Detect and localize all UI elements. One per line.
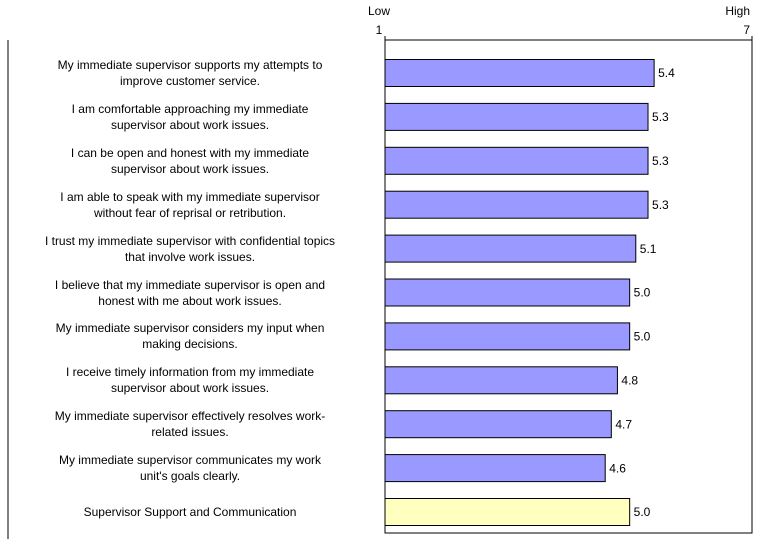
value-label: 5.3 bbox=[652, 154, 669, 168]
category-label: My immediate supervisor effectively reso… bbox=[54, 409, 326, 440]
axis-end-label: High bbox=[725, 4, 750, 18]
category-label: I receive timely information from my imm… bbox=[65, 365, 315, 396]
bar bbox=[384, 278, 631, 307]
bar bbox=[384, 102, 649, 131]
bar bbox=[384, 146, 649, 175]
value-label: 5.0 bbox=[634, 505, 651, 519]
value-label: 5.1 bbox=[640, 242, 657, 256]
value-label: 5.3 bbox=[652, 198, 669, 212]
axis-end-label: Low bbox=[368, 4, 390, 18]
bar bbox=[384, 190, 649, 219]
value-label: 4.7 bbox=[615, 417, 632, 431]
bar bbox=[384, 322, 631, 351]
category-label: I am comfortable approaching my immediat… bbox=[71, 101, 309, 132]
value-label: 5.4 bbox=[658, 66, 675, 80]
value-label: 4.8 bbox=[621, 373, 638, 387]
category-label: I believe that my immediate supervisor i… bbox=[54, 277, 326, 308]
bar bbox=[384, 234, 637, 263]
category-label: My immediate supervisor considers my inp… bbox=[55, 321, 325, 352]
x-tick-label: 7 bbox=[743, 23, 750, 37]
category-label: My immediate supervisor supports my atte… bbox=[57, 58, 323, 88]
x-tick-label: 1 bbox=[376, 23, 383, 37]
category-label: Supervisor Support and Communication bbox=[83, 505, 297, 519]
value-label: 5.0 bbox=[634, 330, 651, 344]
bar bbox=[384, 498, 631, 526]
category-label: I can be open and honest with my immedia… bbox=[70, 145, 310, 176]
bar bbox=[384, 59, 655, 87]
bar bbox=[384, 410, 612, 439]
category-label: I trust my immediate supervisor with con… bbox=[44, 233, 336, 264]
bar bbox=[384, 454, 606, 483]
value-label: 5.0 bbox=[634, 286, 651, 300]
value-label: 5.3 bbox=[652, 110, 669, 124]
bar bbox=[384, 366, 618, 395]
category-label: My immediate supervisor communicates my … bbox=[58, 453, 322, 484]
category-label: I am able to speak with my immediate sup… bbox=[60, 189, 320, 220]
value-label: 4.6 bbox=[609, 461, 626, 475]
